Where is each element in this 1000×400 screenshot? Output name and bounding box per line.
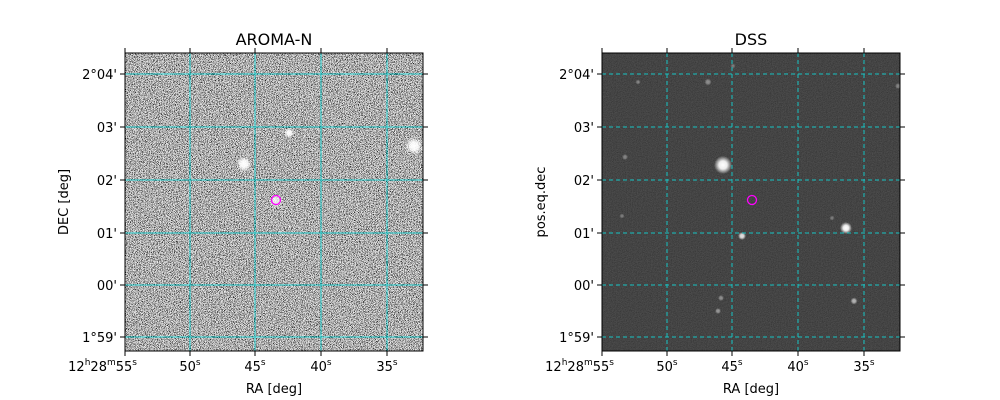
- axes-frame: [124, 52, 424, 352]
- sky-image-aroma: [125, 53, 423, 351]
- y-tick-label: 00': [574, 279, 594, 294]
- star-source: [622, 154, 628, 160]
- coordinate-grid: [125, 53, 423, 351]
- star-source: [635, 79, 641, 85]
- y-tick-label: 03': [97, 121, 117, 136]
- y-axis-label: DEC [deg]: [57, 169, 72, 235]
- sky-image-dss: [602, 53, 900, 351]
- target-marker: [270, 194, 282, 206]
- x-tick-label: 40s: [787, 358, 809, 375]
- x-tick-label: 35s: [853, 358, 875, 375]
- x-axis-label: RA [deg]: [246, 382, 302, 397]
- y-tick-label: 02': [97, 174, 117, 189]
- x-tick-label: 12h28m55s: [68, 358, 137, 375]
- x-axis-label: RA [deg]: [723, 382, 779, 397]
- y-tick-label: 01': [97, 227, 117, 242]
- coordinate-grid: [602, 53, 900, 351]
- target-marker: [746, 194, 758, 206]
- star-source: [714, 156, 732, 174]
- star-source: [840, 222, 852, 234]
- y-axis-label: pos.eq.dec: [534, 167, 549, 238]
- x-tick-label: 40s: [310, 358, 332, 375]
- star-source: [718, 295, 724, 301]
- y-tick-label: 1°59': [559, 331, 594, 346]
- star-source: [730, 63, 736, 69]
- x-tick-label: 12h28m55s: [545, 358, 614, 375]
- y-tick-label: 01': [574, 227, 594, 242]
- star-source: [619, 213, 625, 219]
- star-source: [405, 137, 423, 155]
- star-source: [850, 297, 858, 305]
- panel-dss: DSS 2°04' 03' 02' 01' 00' 1°59' 12h28m55s 50s 45…: [534, 30, 905, 397]
- x-tick-label: 50s: [179, 358, 201, 375]
- star-source: [704, 78, 712, 86]
- x-tick-label: 35s: [376, 358, 398, 375]
- y-tick-label: 03': [574, 121, 594, 136]
- panel-aroma: AROMA-N 2°04' 03' 02' 01' 00' 1°59' 12h28m55s 5…: [57, 30, 428, 397]
- y-tick-label: 00': [97, 279, 117, 294]
- star-source: [715, 308, 721, 314]
- axis-ticks: 2°04' 03' 02' 01' 00' 1°59' 12h28m55s 50s 45s 40s…: [68, 48, 428, 375]
- star-source: [829, 215, 835, 221]
- panel-title: AROMA-N: [236, 30, 313, 49]
- star-source: [284, 128, 294, 138]
- panel-title: DSS: [735, 30, 768, 49]
- y-tick-label: 2°04': [82, 68, 117, 83]
- star-source: [895, 83, 900, 89]
- x-tick-label: 50s: [656, 358, 678, 375]
- y-tick-label: 1°59': [82, 331, 117, 346]
- axis-ticks: 2°04' 03' 02' 01' 00' 1°59' 12h28m55s 50s 45s 40s…: [545, 48, 905, 375]
- star-source: [738, 232, 746, 240]
- y-tick-label: 02': [574, 174, 594, 189]
- x-tick-label: 45s: [721, 358, 743, 375]
- axes-frame: [601, 52, 901, 352]
- y-tick-label: 2°04': [559, 68, 594, 83]
- x-tick-label: 45s: [244, 358, 266, 375]
- star-source: [236, 156, 252, 172]
